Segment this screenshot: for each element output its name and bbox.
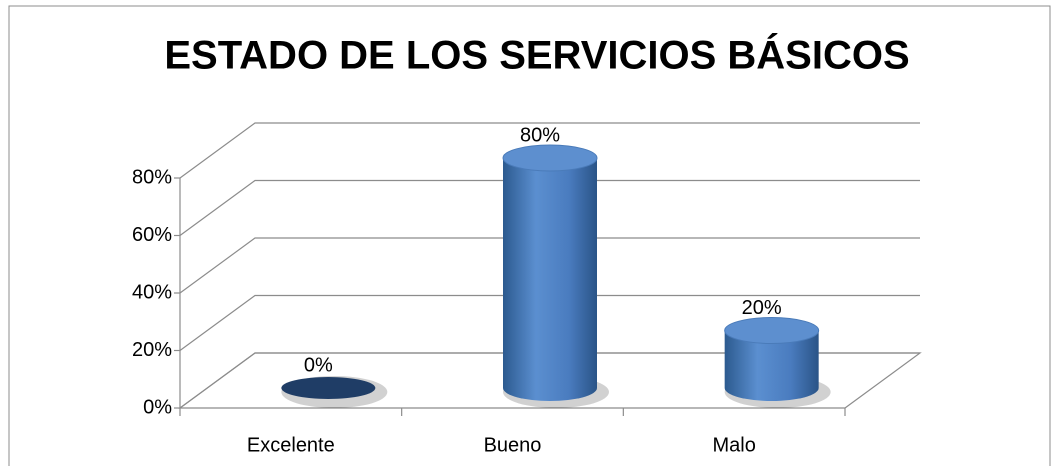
x-tick-label: Malo	[712, 434, 755, 456]
bar-body	[503, 158, 597, 401]
y-tick-label: 40%	[132, 281, 172, 303]
data-label: 80%	[520, 124, 560, 146]
bar	[724, 317, 831, 408]
chart-title: ESTADO DE LOS SERVICIOS BÁSICOS	[164, 33, 909, 78]
grid-line	[179, 179, 920, 236]
grid-line	[179, 352, 920, 409]
x-tick-label: Excelente	[247, 434, 335, 456]
grid-line	[179, 122, 920, 179]
y-tick-label: 80%	[132, 166, 172, 188]
y-tick-label: 60%	[132, 224, 172, 246]
data-label: 0%	[304, 354, 333, 376]
y-tick-label: 20%	[132, 339, 172, 361]
grid-line	[179, 294, 920, 351]
bar	[281, 376, 388, 408]
grid-line	[179, 237, 920, 294]
bar	[502, 144, 609, 408]
bar-top	[281, 377, 376, 399]
data-label: 20%	[742, 297, 782, 319]
y-tick-label: 0%	[143, 396, 172, 418]
bar-top	[502, 144, 598, 172]
bar-body	[724, 330, 819, 402]
x-tick-label: Bueno	[484, 434, 542, 456]
bar-top	[724, 317, 820, 344]
